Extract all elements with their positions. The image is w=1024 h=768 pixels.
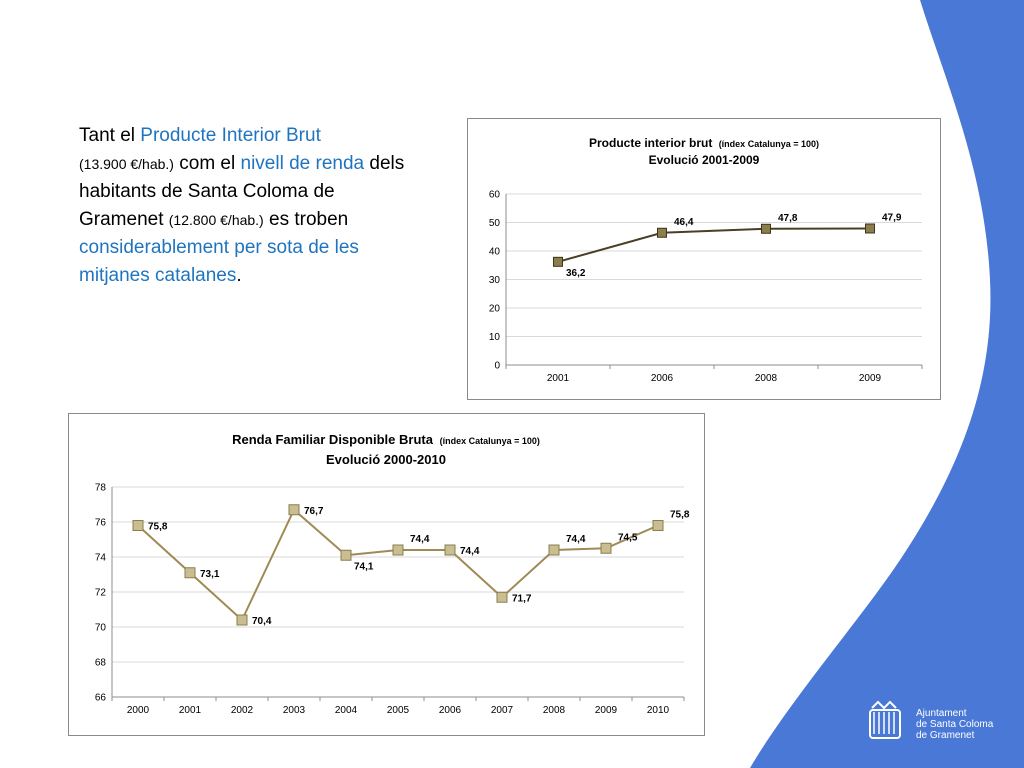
renda-chart-title-note: (índex Catalunya = 100) <box>440 436 540 446</box>
renda-xtick-label: 2003 <box>283 705 306 716</box>
ajuntament-logo-text: Ajuntament de Santa Coloma de Gramenet <box>916 708 993 741</box>
intro-text-2: com el <box>173 153 241 174</box>
intro-highlight-pib: Producte Interior Brut <box>140 125 321 146</box>
renda-chart-title: Renda Familiar Disponible Bruta <box>232 432 434 447</box>
pib-chart-subtitle: Evolució 2001-2009 <box>649 153 760 167</box>
intro-highlight-renda: nivell de renda <box>240 153 365 174</box>
intro-pib-value: (13.900 €/hab.) <box>79 156 174 172</box>
renda-chart: Renda Familiar Disponible Bruta (índex C… <box>68 413 705 736</box>
intro-text-3: dels habitants de Santa Coloma de Gramen… <box>79 153 405 230</box>
renda-xtick-label: 2005 <box>387 705 410 716</box>
renda-ytick-label: 78 <box>95 483 107 494</box>
renda-ytick-label: 70 <box>95 623 107 634</box>
pib-data-label: 47,8 <box>778 213 798 224</box>
pib-point-marker <box>657 227 667 238</box>
renda-xtick-label: 2006 <box>439 705 462 716</box>
pib-chart-svg: Producte interior brut (índex Catalunya … <box>489 136 923 384</box>
renda-ytick-label: 66 <box>95 693 107 704</box>
renda-point-marker <box>548 544 560 556</box>
renda-xtick-label: 2000 <box>127 705 150 716</box>
blue-wave-shape <box>750 0 1024 768</box>
logo-line-3: de Gramenet <box>916 730 975 741</box>
renda-data-label: 76,7 <box>304 506 324 517</box>
intro-paragraph: Tant el Producte Interior Brut (13.900 €… <box>79 122 419 290</box>
renda-xtick-label: 2004 <box>335 705 358 716</box>
pib-ytick-label: 20 <box>489 304 501 315</box>
pib-xtick-label: 2009 <box>859 373 882 384</box>
renda-point-marker <box>444 544 456 556</box>
pib-series-line <box>557 227 871 263</box>
renda-ytick-label: 74 <box>95 553 107 564</box>
pib-chart-title-line: Producte interior brut (índex Catalunya … <box>589 136 819 150</box>
renda-data-label: 74,4 <box>410 534 430 545</box>
logo-line-1: Ajuntament <box>916 708 967 719</box>
renda-point-marker <box>132 520 144 531</box>
renda-data-label: 71,7 <box>512 593 532 604</box>
intro-highlight-conclusion: considerablement per sota de les mitjane… <box>79 237 359 286</box>
renda-xtick-label: 2001 <box>179 705 202 716</box>
renda-data-label: 74,1 <box>354 561 374 572</box>
pib-data-label: 47,9 <box>882 212 902 223</box>
pib-chart-title: Producte interior brut <box>589 136 712 150</box>
renda-xtick-label: 2008 <box>543 705 566 716</box>
renda-data-label: 74,4 <box>460 546 480 557</box>
ajuntament-logo <box>869 700 901 739</box>
pib-xtick-label: 2008 <box>755 373 778 384</box>
renda-series-line <box>137 508 659 622</box>
renda-point-marker <box>288 504 300 516</box>
renda-point-marker <box>600 542 612 554</box>
pib-ytick-label: 0 <box>494 361 500 372</box>
pib-ytick-label: 40 <box>489 247 501 258</box>
renda-chart-subtitle: Evolució 2000-2010 <box>326 452 446 467</box>
renda-data-label: 70,4 <box>252 616 272 627</box>
logo-line-2: de Santa Coloma <box>916 719 994 730</box>
pib-point-marker <box>761 223 771 234</box>
renda-ytick-label: 68 <box>95 658 107 669</box>
renda-chart-plot: 66 68 70 72 74 76 78 2000 2001 2002 2003 2004 2005 20… <box>95 483 690 717</box>
pib-ytick-label: 50 <box>489 218 501 229</box>
renda-data-label: 74,5 <box>618 532 638 543</box>
pib-ytick-label: 30 <box>489 275 501 286</box>
pib-ytick-label: 10 <box>489 332 501 343</box>
coat-of-arms-icon <box>869 700 901 739</box>
renda-point-marker <box>236 614 248 626</box>
intro-text-1: Tant el <box>79 125 141 146</box>
renda-point-marker <box>496 591 508 603</box>
intro-renda-value: (12.800 €/hab.) <box>168 212 264 228</box>
pib-data-label: 36,2 <box>566 268 586 279</box>
renda-chart-title-line: Renda Familiar Disponible Bruta (índex C… <box>232 432 540 447</box>
pib-chart: Producte interior brut (índex Catalunya … <box>467 118 941 400</box>
pib-chart-plot: 0 10 20 30 40 50 60 2001 2006 2008 2009 36,2 46,4 47,… <box>489 190 923 384</box>
renda-point-marker <box>392 544 404 556</box>
renda-xtick-label: 2009 <box>595 705 618 716</box>
intro-text-5: . <box>236 265 242 286</box>
renda-ytick-label: 72 <box>95 588 107 599</box>
pib-chart-title-note: (índex Catalunya = 100) <box>719 139 819 149</box>
pib-point-marker <box>865 223 875 234</box>
intro-text-4: es troben <box>263 209 349 230</box>
renda-point-marker <box>184 567 196 579</box>
renda-point-marker <box>652 520 664 531</box>
renda-chart-svg: Renda Familiar Disponible Bruta (índex C… <box>95 432 690 717</box>
renda-xtick-label: 2002 <box>231 705 254 716</box>
pib-point-marker <box>553 256 563 267</box>
renda-data-label: 75,8 <box>148 522 168 533</box>
renda-xtick-label: 2007 <box>491 705 514 716</box>
pib-xtick-label: 2001 <box>547 373 570 384</box>
renda-data-label: 75,8 <box>670 510 690 521</box>
pib-xtick-label: 2006 <box>651 373 674 384</box>
renda-ytick-label: 76 <box>95 518 107 529</box>
renda-point-marker <box>340 549 352 561</box>
renda-data-label: 73,1 <box>200 569 220 580</box>
renda-data-label: 74,4 <box>566 534 586 545</box>
renda-xtick-label: 2010 <box>647 705 670 716</box>
pib-ytick-label: 60 <box>489 190 501 201</box>
pib-data-label: 46,4 <box>674 217 694 228</box>
